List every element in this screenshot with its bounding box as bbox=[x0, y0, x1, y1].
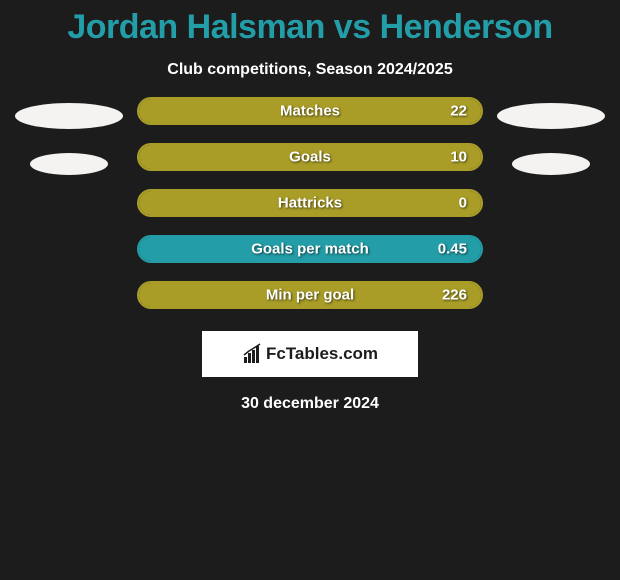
stat-value: 226 bbox=[442, 287, 467, 304]
left-player-col bbox=[9, 97, 129, 175]
right-placeholder-1 bbox=[512, 153, 590, 175]
stat-value: 0 bbox=[459, 195, 467, 212]
left-placeholder-1 bbox=[30, 153, 108, 175]
stat-label: Hattricks bbox=[278, 195, 342, 212]
stat-label: Min per goal bbox=[266, 287, 354, 304]
stat-bars: Matches 22 Goals 10 Hattricks 0 Goals per matc… bbox=[137, 97, 483, 309]
source-logo: FcTables.com bbox=[202, 331, 418, 377]
stat-label: Goals bbox=[289, 149, 331, 166]
stat-label: Goals per match bbox=[251, 241, 369, 258]
left-placeholder-0 bbox=[15, 103, 123, 129]
stat-bar-goals-per-match: Goals per match 0.45 bbox=[137, 235, 483, 263]
stat-bar-goals: Goals 10 bbox=[137, 143, 483, 171]
stat-value: 0.45 bbox=[438, 241, 467, 258]
comparison-row: Matches 22 Goals 10 Hattricks 0 Goals per matc… bbox=[0, 97, 620, 309]
stat-bar-min-per-goal: Min per goal 226 bbox=[137, 281, 483, 309]
logo-text: FcTables.com bbox=[266, 344, 378, 364]
date-label: 30 december 2024 bbox=[0, 377, 620, 413]
subtitle: Club competitions, Season 2024/2025 bbox=[0, 47, 620, 97]
page-title: Jordan Halsman vs Henderson bbox=[0, 0, 620, 47]
chart-icon bbox=[242, 343, 264, 365]
stat-value: 22 bbox=[450, 103, 467, 120]
right-player-col bbox=[491, 97, 611, 175]
right-placeholder-0 bbox=[497, 103, 605, 129]
stat-value: 10 bbox=[450, 149, 467, 166]
stat-bar-hattricks: Hattricks 0 bbox=[137, 189, 483, 217]
stat-label: Matches bbox=[280, 103, 340, 120]
stat-bar-matches: Matches 22 bbox=[137, 97, 483, 125]
